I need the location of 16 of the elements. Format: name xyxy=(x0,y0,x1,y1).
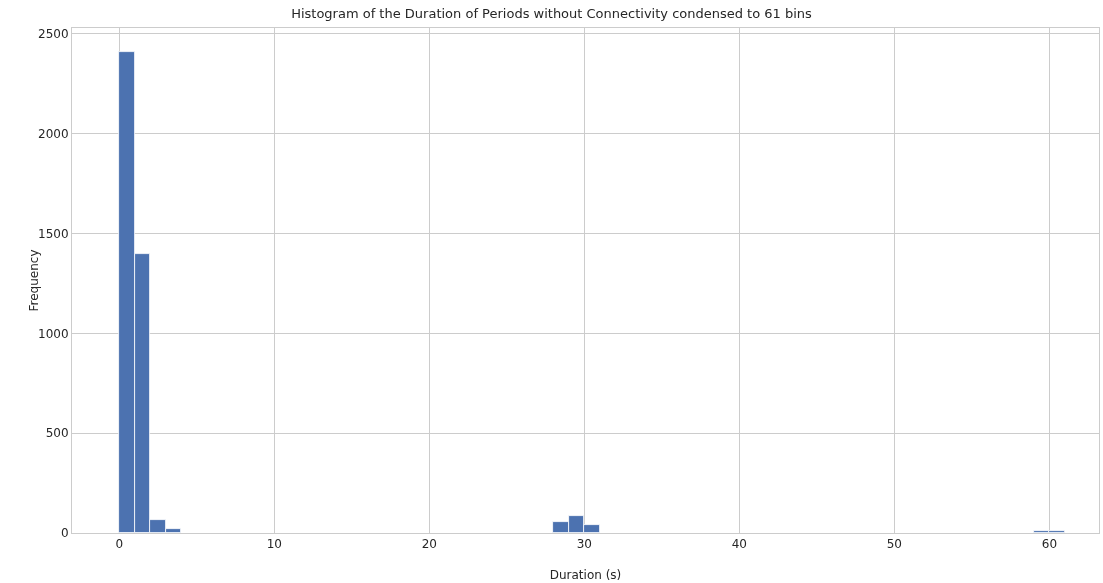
y-tick-label: 2500 xyxy=(38,27,69,42)
chart-title: Histogram of the Duration of Periods without Connectivity condensed to 61 bins xyxy=(291,5,813,21)
y-tick-label: 0 xyxy=(60,526,69,541)
y-tick-label: 1000 xyxy=(38,326,69,341)
x-tick-label: 30 xyxy=(576,537,592,552)
x-tick-label: 40 xyxy=(731,537,747,552)
x-tick-label: 0 xyxy=(115,537,124,552)
y-tick-label: 1500 xyxy=(38,226,69,241)
y-tick-label: 500 xyxy=(45,426,69,441)
x-tick-label: 50 xyxy=(886,537,903,552)
x-tick-label: 60 xyxy=(1041,537,1058,552)
y-axis-title: Frequency xyxy=(27,249,41,312)
y-tick-label: 2000 xyxy=(38,126,69,141)
x-tick-label: 20 xyxy=(421,537,437,552)
x-tick-label: 10 xyxy=(266,537,282,552)
x-axis-title: Duration (s) xyxy=(549,568,622,582)
